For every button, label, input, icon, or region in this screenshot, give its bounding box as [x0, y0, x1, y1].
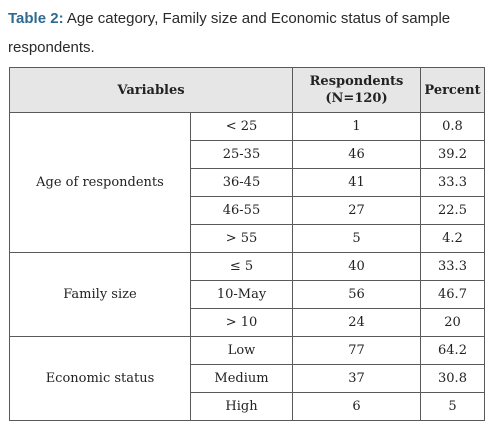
table-caption-text: Age category, Family size and Economic s… — [8, 10, 451, 56]
respondents-cell: 37 — [292, 364, 421, 393]
group-label-economic-status: Economic status — [9, 336, 191, 421]
percent-cell: 30.8 — [420, 364, 485, 393]
percent-cell: 33.3 — [420, 168, 485, 197]
percent-cell: 4.2 — [420, 224, 485, 253]
respondents-cell: 56 — [292, 280, 421, 309]
respondents-cell: 40 — [292, 252, 421, 281]
category-cell: > 10 — [190, 308, 293, 337]
table-row: 25-35 46 39.2 — [10, 140, 485, 169]
header-variables: Variables — [9, 67, 293, 113]
table-row: High 6 5 — [10, 392, 485, 421]
table-row: Age of respondents < 25 1 0.8 — [9, 112, 485, 253]
percent-cell: 39.2 — [420, 140, 485, 169]
category-cell: < 25 — [190, 112, 293, 141]
respondents-cell: 27 — [292, 196, 421, 225]
header-respondents-line2: (N=120) — [325, 91, 388, 106]
group-label-age: Age of respondents — [9, 112, 191, 253]
respondents-table: Variables Respondents (N=120) Percent Age… — [9, 67, 485, 421]
respondents-cell: 1 — [292, 112, 421, 141]
respondents-cell: 5 — [292, 224, 421, 253]
category-cell: Medium — [190, 364, 293, 393]
percent-cell: 22.5 — [420, 196, 485, 225]
percent-cell: 33.3 — [420, 252, 485, 281]
respondents-cell: 6 — [292, 392, 421, 421]
category-cell: > 55 — [190, 224, 293, 253]
respondents-cell: 46 — [292, 140, 421, 169]
respondents-cell: 41 — [292, 168, 421, 197]
table-row: Family size ≤ 5 40 33.3 — [9, 252, 485, 337]
table-row: > 10 24 20 — [10, 308, 485, 337]
percent-cell: 46.7 — [420, 280, 485, 309]
respondents-cell: 77 — [292, 336, 421, 365]
percent-cell: 64.2 — [420, 336, 485, 365]
percent-cell: 5 — [420, 392, 485, 421]
category-cell: High — [190, 392, 293, 421]
respondents-cell: 24 — [292, 308, 421, 337]
header-respondents-line1: Respondents — [309, 74, 404, 89]
header-respondents: Respondents (N=120) — [292, 67, 421, 113]
header-percent: Percent — [420, 67, 485, 113]
category-cell: Low — [190, 336, 293, 365]
group-label-family-size: Family size — [9, 252, 191, 337]
table-body: Age of respondents < 25 1 0.8 25-35 46 3… — [9, 112, 485, 421]
table-row: > 55 5 4.2 — [10, 224, 485, 253]
table-row: Economic status Low 77 64.2 — [9, 336, 485, 421]
table-caption-label: Table 2: — [8, 10, 64, 27]
category-cell: ≤ 5 — [190, 252, 293, 281]
category-cell: 36-45 — [190, 168, 293, 197]
table-row: 36-45 41 33.3 — [10, 168, 485, 197]
table-row: 46-55 27 22.5 — [10, 196, 485, 225]
category-cell: 10-May — [190, 280, 293, 309]
percent-cell: 20 — [420, 308, 485, 337]
table-header-row: Variables Respondents (N=120) Percent — [9, 67, 485, 113]
category-cell: 25-35 — [190, 140, 293, 169]
table-caption: Table 2: Age category, Family size and E… — [8, 4, 486, 62]
percent-cell: 0.8 — [420, 112, 485, 141]
category-cell: 46-55 — [190, 196, 293, 225]
